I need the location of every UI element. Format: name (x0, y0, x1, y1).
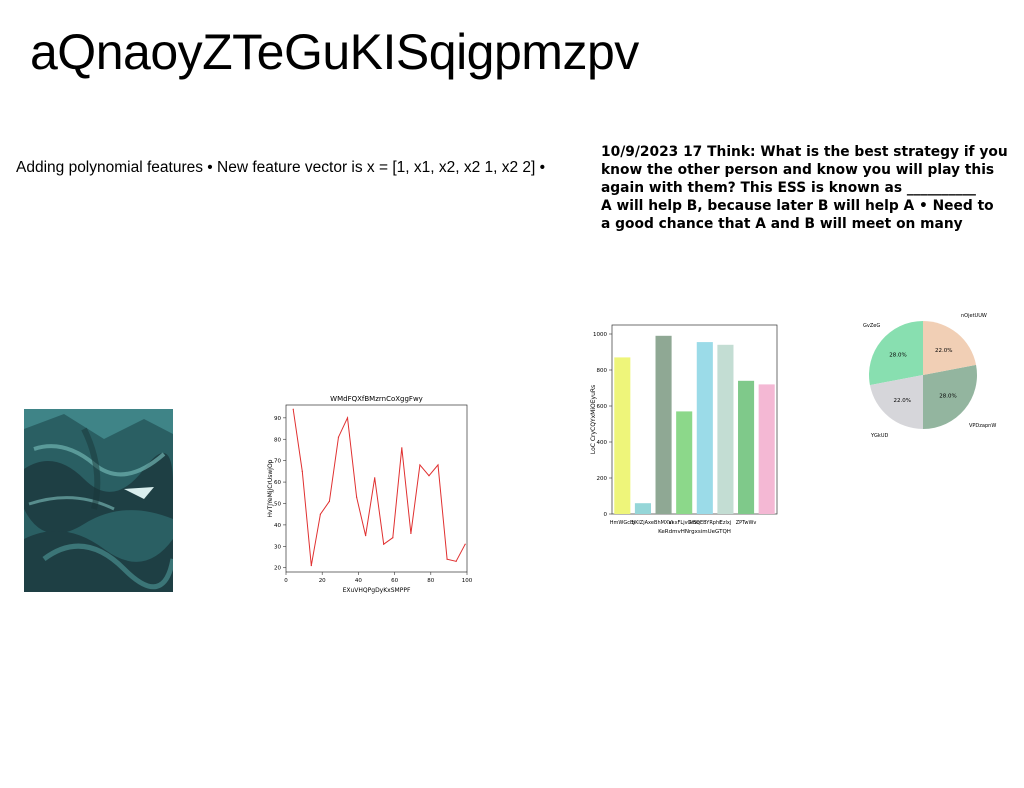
line-chart-frame (285, 404, 468, 573)
bar (676, 411, 693, 514)
line-chart: WMdFQXfBMzrnCoXggFwy 0 20 40 60 80 100 20 30 40 50… (262, 390, 477, 598)
y-tick-label: 400 (597, 440, 608, 446)
x-tick-label: 60 (391, 578, 398, 584)
bar (634, 503, 651, 514)
line-point (319, 513, 321, 515)
line-point (410, 532, 412, 535)
line-chart-xlabel: EXuVHQPgDyKxSMPPF (343, 587, 411, 594)
line-point (464, 543, 466, 545)
ess-text-line: a good chance that A and B will meet on … (601, 216, 963, 232)
bar (717, 344, 734, 514)
pie-label: nOjetUUW (961, 313, 987, 319)
pie-slice (869, 375, 923, 429)
bar (696, 342, 713, 514)
x-tick-label: 80 (427, 578, 434, 584)
ess-text-line: 10/9/2023 17 Think: What is the best str… (601, 144, 1008, 160)
line-point (455, 560, 457, 562)
line-point (392, 537, 394, 539)
pie-value-label: 28.0% (939, 394, 956, 400)
ess-text-line: again with them? This ESS is known as __… (601, 180, 976, 196)
line-point (328, 500, 331, 502)
line-series (292, 409, 466, 566)
bar (738, 380, 755, 514)
x-tick-label: bKlZjAxe (632, 520, 654, 526)
pie-slice (923, 364, 977, 429)
line-point (374, 477, 376, 479)
pie-label: GvZeG (863, 323, 880, 329)
y-tick-label: 40 (274, 523, 281, 529)
x-tick-label: 40 (355, 578, 362, 584)
pie-slice (869, 321, 923, 386)
x-tick-label: BhMXVi (654, 520, 673, 526)
line-point (355, 496, 358, 498)
pie-value-label: 22.0% (935, 348, 952, 354)
x-tick-label: axxFLjvGrSq (669, 520, 700, 526)
bar (758, 384, 775, 514)
y-tick-label: 20 (274, 566, 281, 572)
pie-value-label: 22.0% (894, 398, 911, 404)
bar-chart-frame (611, 324, 778, 515)
line-point (346, 417, 349, 419)
x-tick-label: 100 (462, 578, 473, 584)
line-point (337, 436, 340, 438)
line-point (419, 464, 421, 466)
x-tick-label: 0 (284, 578, 288, 584)
x-tick-label: NbOEBYRphi (689, 520, 720, 526)
landscape-photo (24, 409, 173, 592)
y-tick-label: 200 (597, 476, 608, 482)
pie-label: YGkUD (870, 433, 888, 439)
bar-chart-ylabel: LoC CryCQYxMiOEyuRs (590, 385, 597, 454)
line-chart-title: WMdFQXfBMzrnCoXggFwy (330, 395, 423, 403)
pie-slice (923, 321, 977, 375)
bar (655, 335, 672, 514)
bar-chart-xlabel: KeRdmvHNrgxsimUeGTQH (658, 529, 731, 535)
line-point (383, 543, 385, 545)
pie-chart: 28.0% 22.0% 28.0% 22.0% GvZeG nOjetUUW VPDzapn… (852, 300, 1002, 450)
y-tick-label: 90 (274, 416, 281, 422)
line-point (401, 447, 403, 449)
x-tick-label: HmWGcBJ (610, 520, 635, 526)
y-tick-label: 800 (597, 368, 608, 374)
x-tick-label: Ezlxj (720, 520, 732, 526)
bar (614, 357, 631, 514)
line-point (301, 470, 303, 472)
y-tick-label: 1000 (593, 332, 607, 338)
ess-strategy-text: 10/9/2023 17 Think: What is the best str… (601, 143, 1024, 233)
y-tick-label: 0 (604, 512, 608, 518)
y-tick-label: 60 (274, 480, 281, 486)
page-title: aQnaoyZTeGuKISqigpmzpv (30, 24, 639, 80)
line-point (428, 475, 430, 477)
y-tick-label: 70 (274, 459, 281, 465)
line-point (437, 464, 439, 466)
bar-chart: 0 200 400 600 800 1000 HmWGcBJ bKlZjAxe BhMXVi ax… (585, 318, 785, 540)
y-tick-label: 30 (274, 544, 281, 550)
x-tick-label: 20 (319, 578, 326, 584)
y-tick-label: 50 (274, 501, 281, 507)
pie-label: VPDzapnW (969, 423, 996, 429)
y-tick-label: 600 (597, 404, 608, 410)
y-tick-label: 80 (274, 437, 281, 443)
pie-value-label: 28.0% (889, 352, 906, 358)
line-point (292, 408, 294, 410)
line-chart-ylabel: HvTJYeMjJCrUswjOp (267, 459, 274, 517)
ess-text-line: know the other person and know you will … (601, 162, 995, 178)
x-tick-label: ZPTwWv (736, 520, 757, 526)
ess-text-line: A will help B, because later B will help… (601, 198, 994, 214)
line-point (365, 535, 367, 537)
line-point (310, 564, 312, 567)
line-point (446, 558, 448, 560)
landscape-photo-icon (24, 409, 173, 592)
polynomial-features-text: Adding polynomial features • New feature… (16, 159, 546, 176)
